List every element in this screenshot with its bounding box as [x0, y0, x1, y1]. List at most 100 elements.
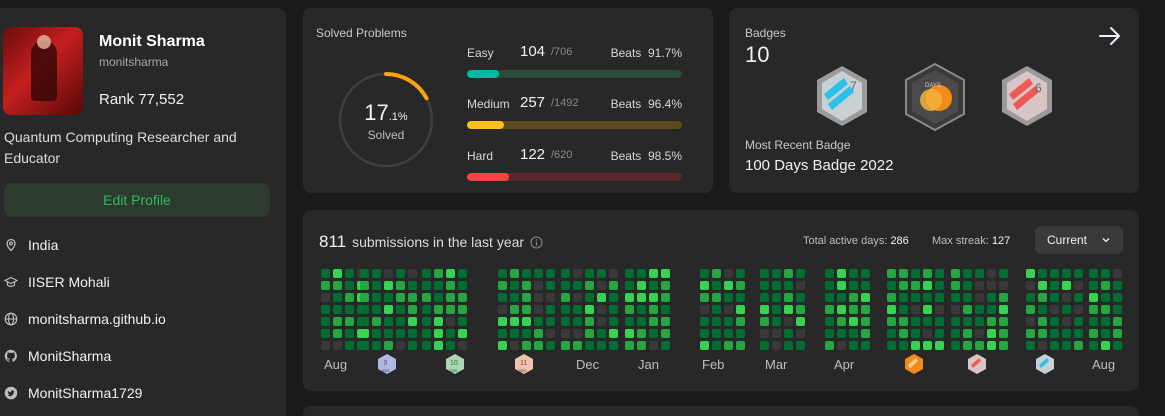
- heatmap-day[interactable]: [935, 281, 944, 290]
- heatmap-day[interactable]: [1050, 305, 1059, 314]
- heatmap-day[interactable]: [372, 329, 381, 338]
- heatmap-day[interactable]: [321, 281, 330, 290]
- info-icon[interactable]: [530, 236, 543, 249]
- heatmap-day[interactable]: [861, 341, 870, 350]
- heatmap-day[interactable]: [849, 341, 858, 350]
- heatmap-day[interactable]: [434, 293, 443, 302]
- heatmap-day[interactable]: [534, 293, 543, 302]
- heatmap-day[interactable]: [899, 269, 908, 278]
- heatmap-day[interactable]: [987, 269, 996, 278]
- heatmap-day[interactable]: [923, 293, 932, 302]
- heatmap-day[interactable]: [561, 341, 570, 350]
- heatmap-day[interactable]: [975, 293, 984, 302]
- heatmap-day[interactable]: [712, 269, 721, 278]
- oct-badge-icon[interactable]: 10 2022: [445, 353, 465, 375]
- heatmap-day[interactable]: [649, 329, 658, 338]
- heatmap-day[interactable]: [825, 293, 834, 302]
- heatmap-day[interactable]: [458, 305, 467, 314]
- heatmap-day[interactable]: [700, 329, 709, 338]
- heatmap-day[interactable]: [951, 269, 960, 278]
- heatmap-day[interactable]: [935, 329, 944, 338]
- heatmap-day[interactable]: [975, 269, 984, 278]
- heatmap-day[interactable]: [546, 293, 555, 302]
- info-website-text[interactable]: monitsharma.github.io: [28, 311, 166, 327]
- heatmap-day[interactable]: [510, 281, 519, 290]
- heatmap-day[interactable]: [597, 281, 606, 290]
- heatmap-day[interactable]: [1113, 305, 1122, 314]
- heatmap-day[interactable]: [561, 305, 570, 314]
- heatmap-day[interactable]: [825, 341, 834, 350]
- heatmap-day[interactable]: [1089, 341, 1098, 350]
- heatmap-day[interactable]: [899, 281, 908, 290]
- heatmap-day[interactable]: [649, 317, 658, 326]
- heatmap-day[interactable]: [1038, 281, 1047, 290]
- heatmap-day[interactable]: [1038, 341, 1047, 350]
- heatmap-day[interactable]: [923, 317, 932, 326]
- heatmap-day[interactable]: [837, 329, 846, 338]
- heatmap-day[interactable]: [384, 329, 393, 338]
- heatmap-day[interactable]: [522, 281, 531, 290]
- heatmap-day[interactable]: [360, 341, 369, 350]
- heatmap-day[interactable]: [360, 329, 369, 338]
- heatmap-day[interactable]: [510, 293, 519, 302]
- heatmap-day[interactable]: [573, 317, 582, 326]
- heatmap-day[interactable]: [408, 269, 417, 278]
- heatmap-day[interactable]: [408, 281, 417, 290]
- heatmap-day[interactable]: [899, 317, 908, 326]
- heatmap-day[interactable]: [1101, 329, 1110, 338]
- heatmap-day[interactable]: [561, 281, 570, 290]
- heatmap-day[interactable]: [625, 293, 634, 302]
- heatmap-day[interactable]: [649, 269, 658, 278]
- heatmap-day[interactable]: [975, 281, 984, 290]
- heatmap-day[interactable]: [396, 341, 405, 350]
- heatmap-day[interactable]: [661, 293, 670, 302]
- heatmap-day[interactable]: [1050, 329, 1059, 338]
- heatmap-day[interactable]: [625, 281, 634, 290]
- heatmap-day[interactable]: [1074, 317, 1083, 326]
- heatmap-day[interactable]: [1101, 293, 1110, 302]
- heatmap-day[interactable]: [498, 281, 507, 290]
- heatmap-day[interactable]: [1074, 269, 1083, 278]
- heatmap-day[interactable]: [534, 281, 543, 290]
- heatmap-day[interactable]: [625, 341, 634, 350]
- heatmap-day[interactable]: [825, 281, 834, 290]
- july-badge-icon[interactable]: 7: [814, 64, 870, 128]
- heatmap-day[interactable]: [1050, 317, 1059, 326]
- heatmap-day[interactable]: [434, 317, 443, 326]
- heatmap-day[interactable]: [384, 269, 393, 278]
- heatmap-day[interactable]: [446, 305, 455, 314]
- heatmap-day[interactable]: [999, 281, 1008, 290]
- heatmap-day[interactable]: [911, 281, 920, 290]
- heatmap-day[interactable]: [712, 293, 721, 302]
- heatmap-day[interactable]: [609, 305, 618, 314]
- heatmap-day[interactable]: [585, 305, 594, 314]
- heatmap-day[interactable]: [458, 317, 467, 326]
- heatmap-day[interactable]: [661, 305, 670, 314]
- heatmap-day[interactable]: [923, 281, 932, 290]
- heatmap-day[interactable]: [784, 281, 793, 290]
- 100-days-badge-icon[interactable]: DAYS: [903, 62, 967, 132]
- heatmap-day[interactable]: [911, 269, 920, 278]
- heatmap-day[interactable]: [975, 329, 984, 338]
- heatmap-day[interactable]: [935, 269, 944, 278]
- heatmap-day[interactable]: [546, 305, 555, 314]
- heatmap-day[interactable]: [999, 329, 1008, 338]
- heatmap-day[interactable]: [534, 329, 543, 338]
- heatmap-day[interactable]: [422, 269, 431, 278]
- heatmap-day[interactable]: [796, 317, 805, 326]
- heatmap-day[interactable]: [498, 293, 507, 302]
- heatmap-day[interactable]: [585, 281, 594, 290]
- heatmap-day[interactable]: [597, 329, 606, 338]
- heatmap-day[interactable]: [923, 329, 932, 338]
- heatmap-day[interactable]: [736, 281, 745, 290]
- heatmap-day[interactable]: [849, 269, 858, 278]
- heatmap-day[interactable]: [796, 281, 805, 290]
- heatmap-day[interactable]: [372, 281, 381, 290]
- heatmap-day[interactable]: [345, 317, 354, 326]
- heatmap-day[interactable]: [975, 305, 984, 314]
- heatmap-day[interactable]: [975, 341, 984, 350]
- heatmap-day[interactable]: [987, 317, 996, 326]
- heatmap-day[interactable]: [573, 293, 582, 302]
- heatmap-day[interactable]: [510, 317, 519, 326]
- heatmap-day[interactable]: [1074, 305, 1083, 314]
